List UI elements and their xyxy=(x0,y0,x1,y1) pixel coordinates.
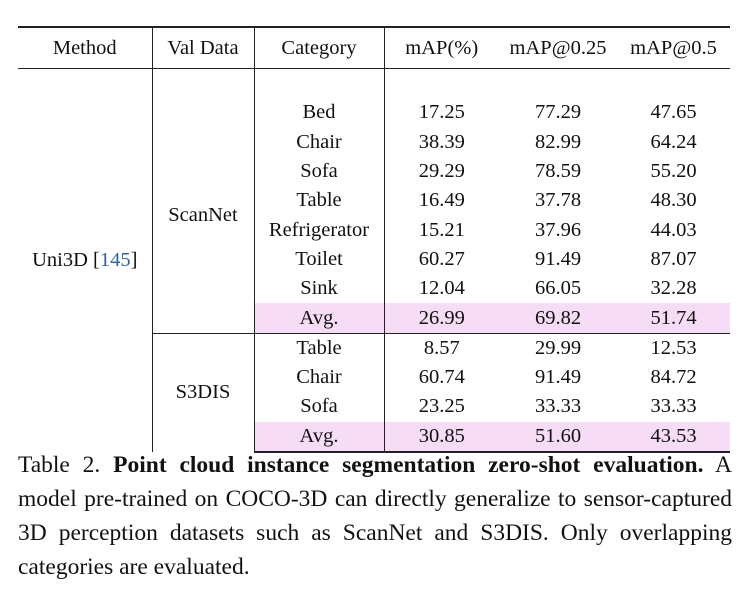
val-data-s3dis: S3DIS xyxy=(151,332,254,452)
map05-cell: 87.07 xyxy=(650,247,697,270)
header-val-data: Val Data xyxy=(151,27,254,69)
val-data-scannet: ScanNet xyxy=(151,98,254,334)
table-row: ScanNet Bed 17.25 77.29 47.65 xyxy=(18,98,730,334)
map025-cell: 33.33 xyxy=(534,395,582,418)
map025-cell: 82.99 xyxy=(534,130,582,153)
map-cell: 26.99 xyxy=(383,303,499,334)
table-row: Sink 12.04 66.05 32.28 xyxy=(18,274,730,304)
header-map-025: mAP@0.25 xyxy=(499,27,617,69)
header-row: Method Val Data Category mAP(%) mAP@0.25… xyxy=(18,27,730,69)
method-citation: [145] xyxy=(93,248,138,271)
map05-cell: 48.30 xyxy=(650,189,697,212)
map-cell: 15.21 xyxy=(383,215,499,245)
map05-cell: 64.24 xyxy=(650,130,697,153)
results-table: Method Val Data Category mAP(%) mAP@0.25… xyxy=(18,26,730,453)
map05-cell: 33.33 xyxy=(650,395,697,418)
header-category: Category xyxy=(253,27,384,69)
map025-cell: 37.78 xyxy=(534,189,582,212)
category-cell: Bed xyxy=(253,98,384,128)
table-caption: Table 2. Point cloud instance segmentati… xyxy=(18,448,732,584)
header-method: Method xyxy=(18,27,152,69)
map025-cell: 69.82 xyxy=(499,303,617,334)
map-cell: 30.85 xyxy=(383,421,499,453)
spacer-row: Uni3D [145] xyxy=(18,68,730,271)
category-cell: Chair xyxy=(253,362,384,393)
map-cell: 38.39 xyxy=(383,127,499,157)
citation-link[interactable]: 145 xyxy=(99,248,131,271)
avg-row: Avg. 26.99 69.82 51.74 xyxy=(18,303,730,334)
map05-cell: 43.53 xyxy=(617,421,730,453)
map-cell: 60.74 xyxy=(383,362,499,393)
map-cell: 12.04 xyxy=(383,274,499,304)
table-row: Sofa 29.29 78.59 55.20 xyxy=(18,156,730,187)
category-cell: Refrigerator xyxy=(253,215,384,245)
map-cell: 17.25 xyxy=(383,98,499,128)
category-cell: Table xyxy=(253,186,384,216)
table-row: Chair 38.39 82.99 64.24 xyxy=(18,127,730,157)
map05-cell: 32.28 xyxy=(650,277,697,300)
map025-cell: 78.59 xyxy=(534,160,582,183)
category-cell: Avg. xyxy=(253,421,384,453)
map-cell: 23.25 xyxy=(383,392,499,422)
method-name: Uni3D xyxy=(32,248,88,271)
table-row: Table 16.49 37.78 48.30 xyxy=(18,186,730,216)
map05-cell: 47.65 xyxy=(650,101,697,124)
map025-cell: 66.05 xyxy=(534,277,582,300)
map025-cell: 91.49 xyxy=(534,247,582,270)
category-cell: Sink xyxy=(253,274,384,304)
map-cell: 8.57 xyxy=(383,332,499,363)
table-row: S3DIS Table 8.57 29.99 12.53 xyxy=(18,332,730,452)
map025-cell: 51.60 xyxy=(499,421,617,453)
caption-body: A model pre-trained on COCO-3D can direc… xyxy=(18,452,732,580)
map025-cell: 77.29 xyxy=(534,101,582,124)
results-table-frame: Method Val Data Category mAP(%) mAP@0.25… xyxy=(18,26,730,453)
caption-label: Table 2. xyxy=(18,452,101,478)
map-cell: 60.27 xyxy=(383,244,499,275)
header-map: mAP(%) xyxy=(383,27,499,69)
category-cell: Table xyxy=(253,332,384,363)
table-row: Toilet 60.27 91.49 87.07 xyxy=(18,244,730,275)
map-cell: 29.29 xyxy=(383,156,499,187)
table-row: Sofa 23.25 33.33 33.33 xyxy=(18,392,730,422)
header-map-05: mAP@0.5 xyxy=(617,27,730,69)
caption-title: Point cloud instance segmentation zero-s… xyxy=(113,452,704,478)
category-cell: Toilet xyxy=(253,244,384,275)
category-cell: Chair xyxy=(253,127,384,157)
category-cell: Sofa xyxy=(253,156,384,187)
map05-cell: 55.20 xyxy=(650,160,697,183)
method-cell: Uni3D [145] xyxy=(18,69,152,452)
table-row: Refrigerator 15.21 37.96 44.03 xyxy=(18,215,730,245)
map05-cell: 44.03 xyxy=(650,218,697,241)
map-cell: 16.49 xyxy=(383,186,499,216)
map05-cell: 12.53 xyxy=(617,332,730,363)
avg-row: Avg. 30.85 51.60 43.53 xyxy=(18,421,730,453)
map05-cell: 51.74 xyxy=(617,303,730,334)
map025-cell: 91.49 xyxy=(534,366,582,389)
map025-cell: 29.99 xyxy=(499,332,617,363)
map05-cell: 84.72 xyxy=(650,366,697,389)
map025-cell: 37.96 xyxy=(534,218,582,241)
category-cell: Sofa xyxy=(253,392,384,422)
table-row: Chair 60.74 91.49 84.72 xyxy=(18,362,730,393)
category-cell: Avg. xyxy=(253,303,384,334)
